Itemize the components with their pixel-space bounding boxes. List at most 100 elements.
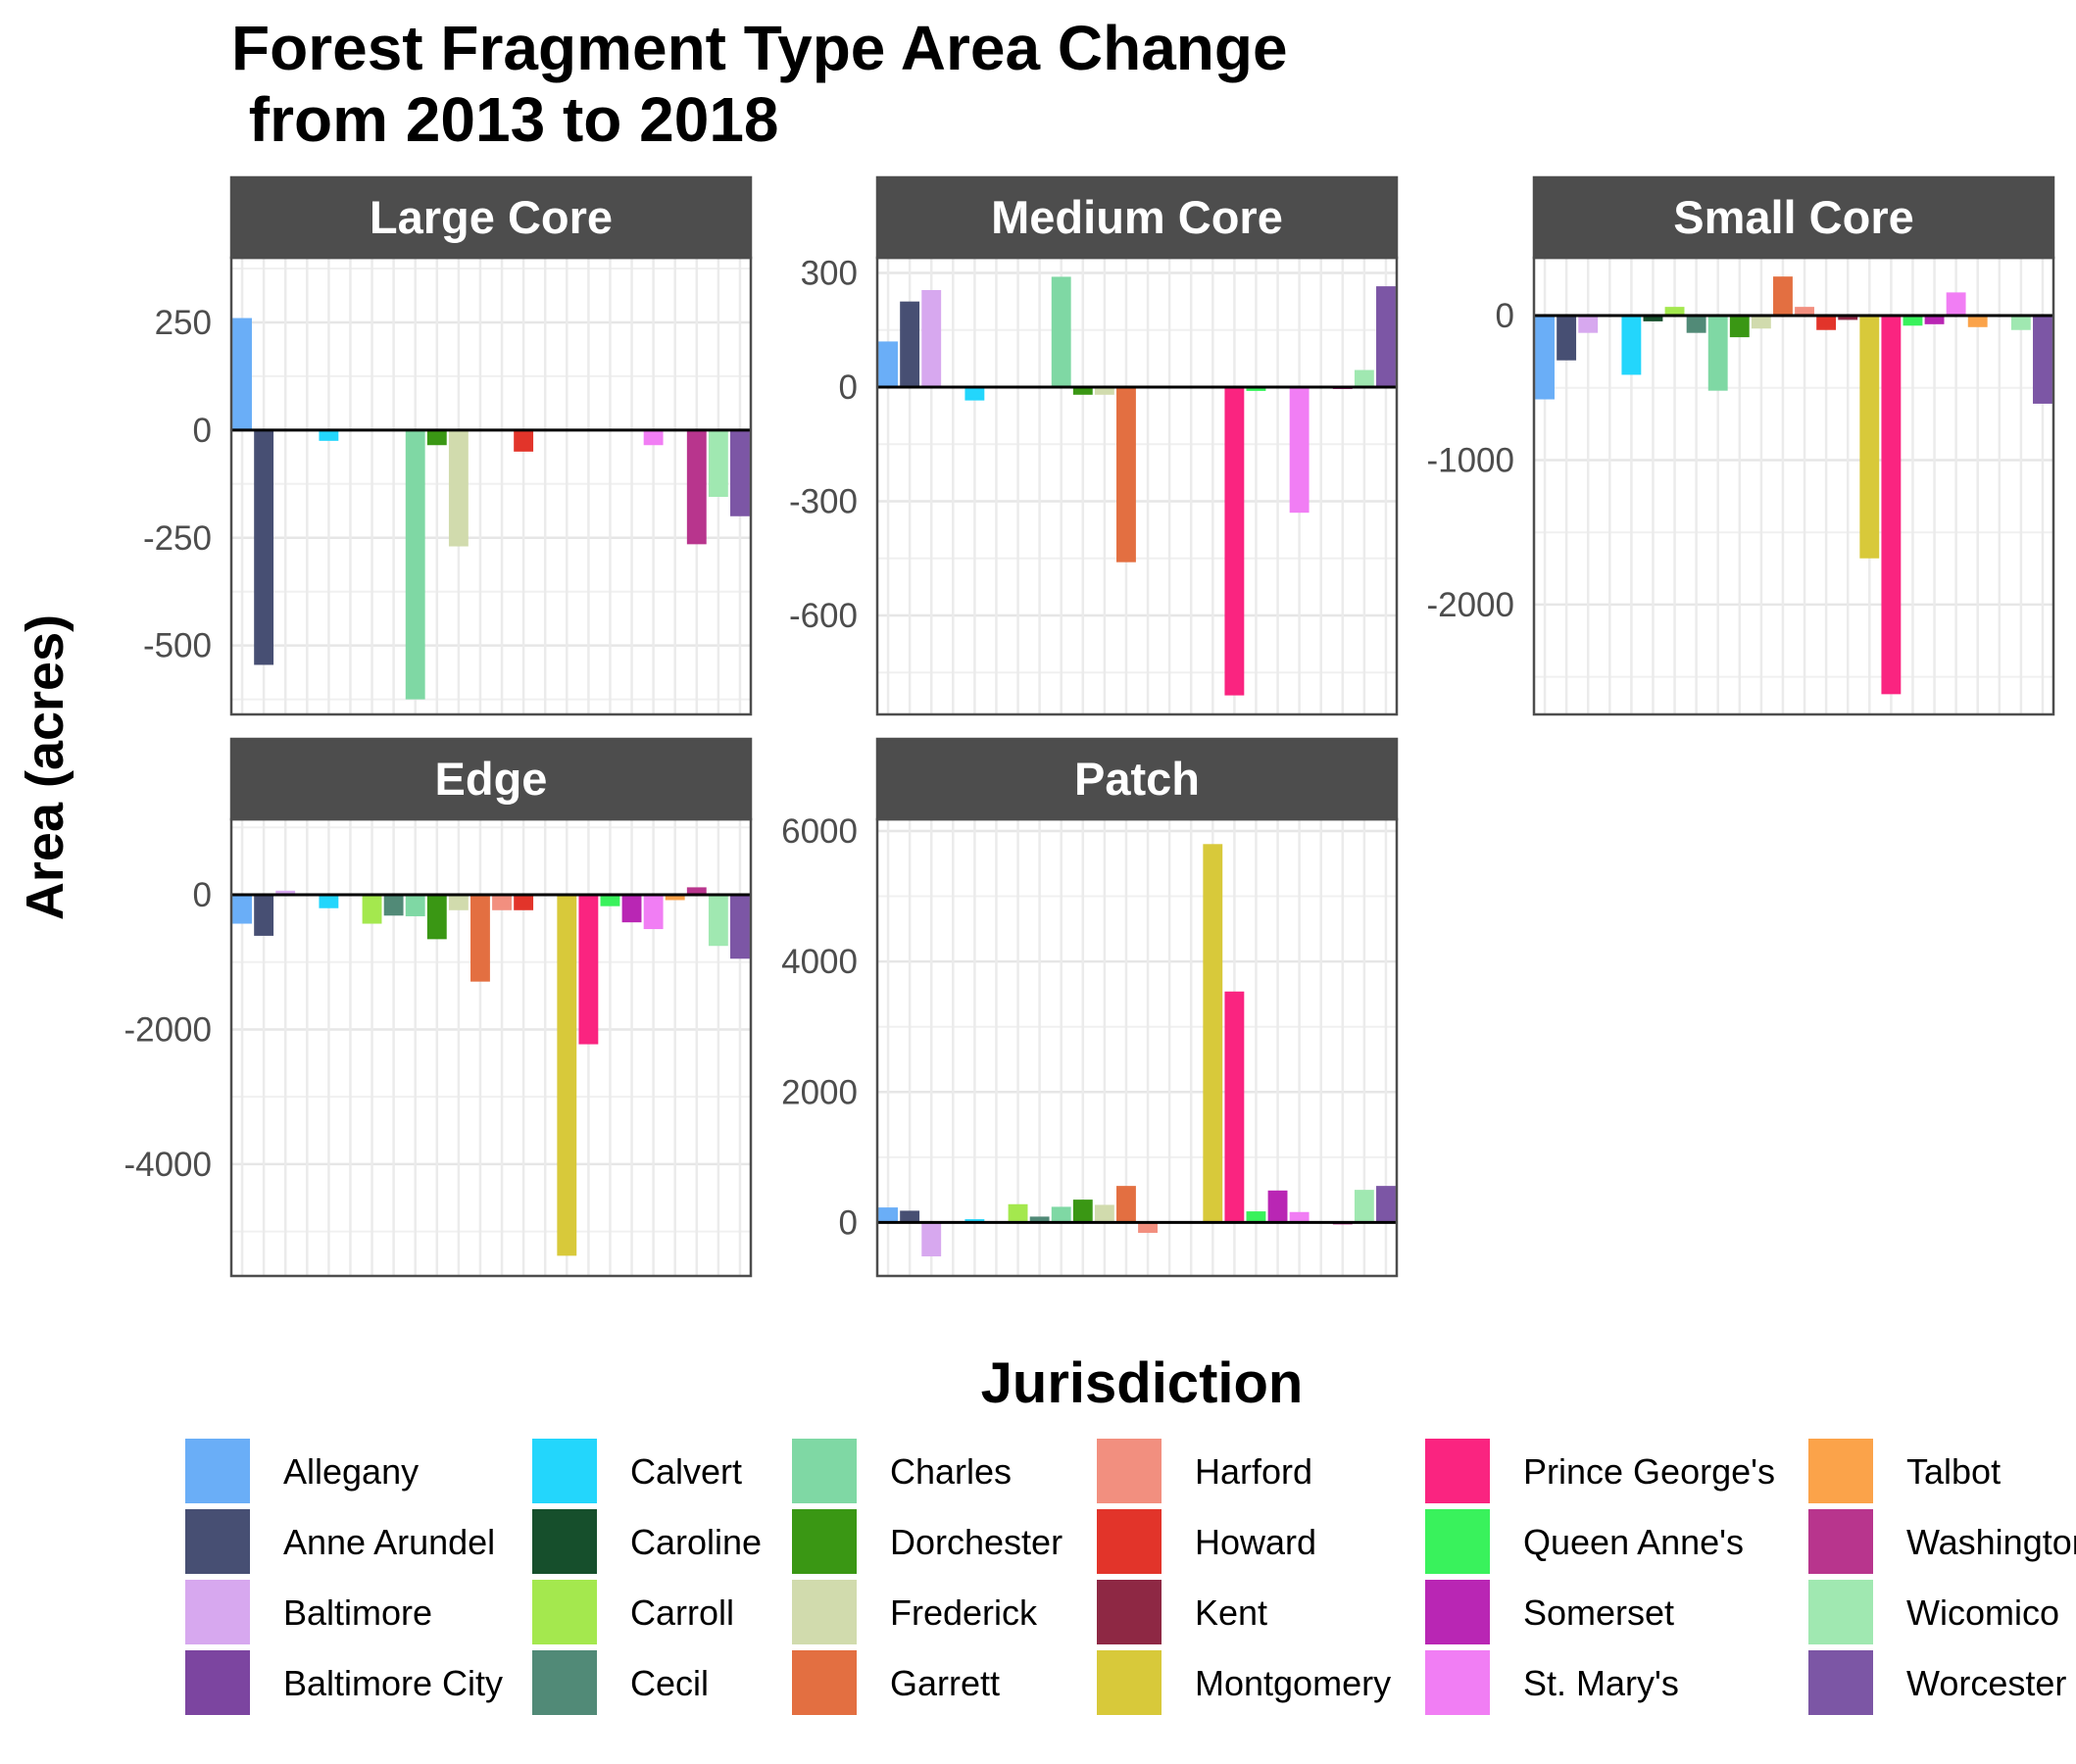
legend-item-cecil: Cecil [532, 1650, 709, 1715]
legend-item-queen-anne-s: Queen Anne's [1425, 1509, 1744, 1574]
legend-item-st-mary-s: St. Mary's [1425, 1650, 1679, 1715]
strip-label: Edge [435, 753, 548, 805]
bar-patch-dorchester [1072, 1200, 1093, 1223]
legend-swatch [1808, 1650, 1873, 1715]
bar-edge-anne-arundel [254, 894, 274, 936]
y-tick-label: -300 [789, 483, 858, 521]
y-tick-label: 6000 [781, 812, 858, 851]
legend-swatch [185, 1580, 250, 1644]
panel-background [877, 258, 1397, 714]
legend-label: Montgomery [1195, 1663, 1391, 1703]
bar-large-core-frederick [448, 429, 469, 547]
legend-label: Howard [1195, 1522, 1316, 1562]
bar-patch-carroll [1008, 1203, 1028, 1223]
bar-small-core-st-mary-s [1946, 292, 1966, 316]
panel-background [1534, 258, 2053, 714]
legend-item-caroline: Caroline [532, 1509, 762, 1574]
y-tick-label: -250 [143, 519, 212, 558]
legend: Allegany Anne Arundel Baltimore Baltimore C… [185, 1439, 2076, 1715]
bar-small-core-howard [1816, 315, 1837, 330]
legend-item-calvert: Calvert [532, 1439, 742, 1503]
legend-swatch [792, 1580, 857, 1644]
bar-patch-montgomery [1203, 844, 1223, 1223]
panel-background [231, 258, 751, 714]
bar-medium-core-worcester [1376, 286, 1396, 388]
strip-label: Medium Core [991, 191, 1283, 243]
legend-item-talbot: Talbot [1808, 1439, 2001, 1503]
bar-patch-harford [1138, 1222, 1158, 1234]
legend-item-montgomery: Montgomery [1097, 1650, 1391, 1715]
legend-swatch [1808, 1509, 1873, 1574]
bar-edge-howard [514, 894, 534, 910]
legend-swatch [1097, 1439, 1162, 1503]
bar-small-core-kent [1838, 315, 1858, 320]
legend-swatch [1808, 1439, 1873, 1503]
strip-label: Small Core [1673, 191, 1914, 243]
legend-item-carroll: Carroll [532, 1580, 734, 1644]
legend-swatch [185, 1439, 250, 1503]
chart-title-line-1: Forest Fragment Type Area Change [231, 13, 1288, 83]
bar-edge-queen-anne-s [600, 894, 620, 906]
bar-medium-core-queen-anne-s [1246, 387, 1266, 391]
strip-label: Patch [1074, 753, 1200, 805]
bar-edge-st-mary-s [643, 894, 664, 930]
y-tick-label: 300 [801, 255, 858, 293]
y-tick-label: 0 [1496, 297, 1514, 335]
bar-medium-core-garrett [1116, 387, 1136, 563]
bar-medium-core-wicomico [1354, 369, 1374, 388]
legend-item-allegany: Allegany [185, 1439, 419, 1503]
legend-label: Frederick [890, 1592, 1038, 1633]
legend-swatch [185, 1509, 250, 1574]
legend-item-worcester: Worcester [1808, 1650, 2066, 1715]
legend-item-baltimore-city: Baltimore City [185, 1650, 503, 1715]
panel-medium-core: Medium Core -600 -300 0 300 [789, 175, 1399, 716]
legend-swatch [1425, 1580, 1490, 1644]
y-tick-label: 0 [193, 876, 212, 914]
legend-swatch [532, 1509, 597, 1574]
legend-swatch [1808, 1580, 1873, 1644]
panel-edge: Edge -4000 -2000 0 [124, 737, 753, 1278]
bar-medium-core-anne-arundel [900, 301, 920, 388]
bar-medium-core-prince-george-s [1224, 387, 1245, 696]
bar-large-core-worcester [730, 429, 750, 516]
bar-edge-prince-george-s [578, 894, 599, 1045]
bar-patch-wicomico [1354, 1190, 1374, 1223]
bar-patch-frederick [1094, 1204, 1114, 1223]
y-tick-label: -1000 [1426, 441, 1514, 479]
bar-large-core-howard [514, 429, 534, 452]
legend-label: Dorchester [890, 1522, 1063, 1562]
bar-edge-montgomery [557, 894, 577, 1256]
legend-title: Jurisdiction [981, 1351, 1304, 1415]
strip-patch [875, 737, 1399, 821]
panel-background [877, 819, 1397, 1276]
y-tick-label: 250 [155, 304, 212, 342]
bar-medium-core-calvert [964, 387, 985, 401]
bar-patch-allegany [878, 1207, 898, 1223]
legend-label: Caroline [630, 1522, 762, 1562]
y-tick-label: -2000 [124, 1010, 212, 1049]
legend-label: Harford [1195, 1451, 1312, 1492]
y-tick-label: 0 [193, 412, 212, 450]
strip-small-core [1532, 175, 2055, 260]
y-axis-label: Area (acres) [16, 614, 74, 920]
bar-small-core-allegany [1535, 315, 1555, 400]
legend-label: Kent [1195, 1592, 1267, 1633]
bar-small-core-montgomery [1859, 315, 1880, 559]
bar-edge-garrett [470, 894, 490, 982]
y-tick-label: -500 [143, 627, 212, 665]
y-tick-label: -600 [789, 597, 858, 635]
strip-label: Large Core [370, 191, 613, 243]
y-tick-label: 0 [839, 1203, 858, 1242]
bar-edge-allegany [232, 894, 252, 924]
legend-item-harford: Harford [1097, 1439, 1312, 1503]
legend-item-prince-george-s: Prince George's [1425, 1439, 1775, 1503]
panel-small-core: Small Core -2000 -1000 0 [1426, 175, 2055, 716]
legend-label: Baltimore [283, 1592, 432, 1633]
strip-edge [229, 737, 753, 821]
legend-label: Baltimore City [283, 1663, 503, 1703]
legend-swatch [1097, 1509, 1162, 1574]
strip-medium-core [875, 175, 1399, 260]
bar-edge-dorchester [426, 894, 447, 940]
legend-label: Calvert [630, 1451, 742, 1492]
bar-small-core-worcester [2033, 315, 2052, 404]
